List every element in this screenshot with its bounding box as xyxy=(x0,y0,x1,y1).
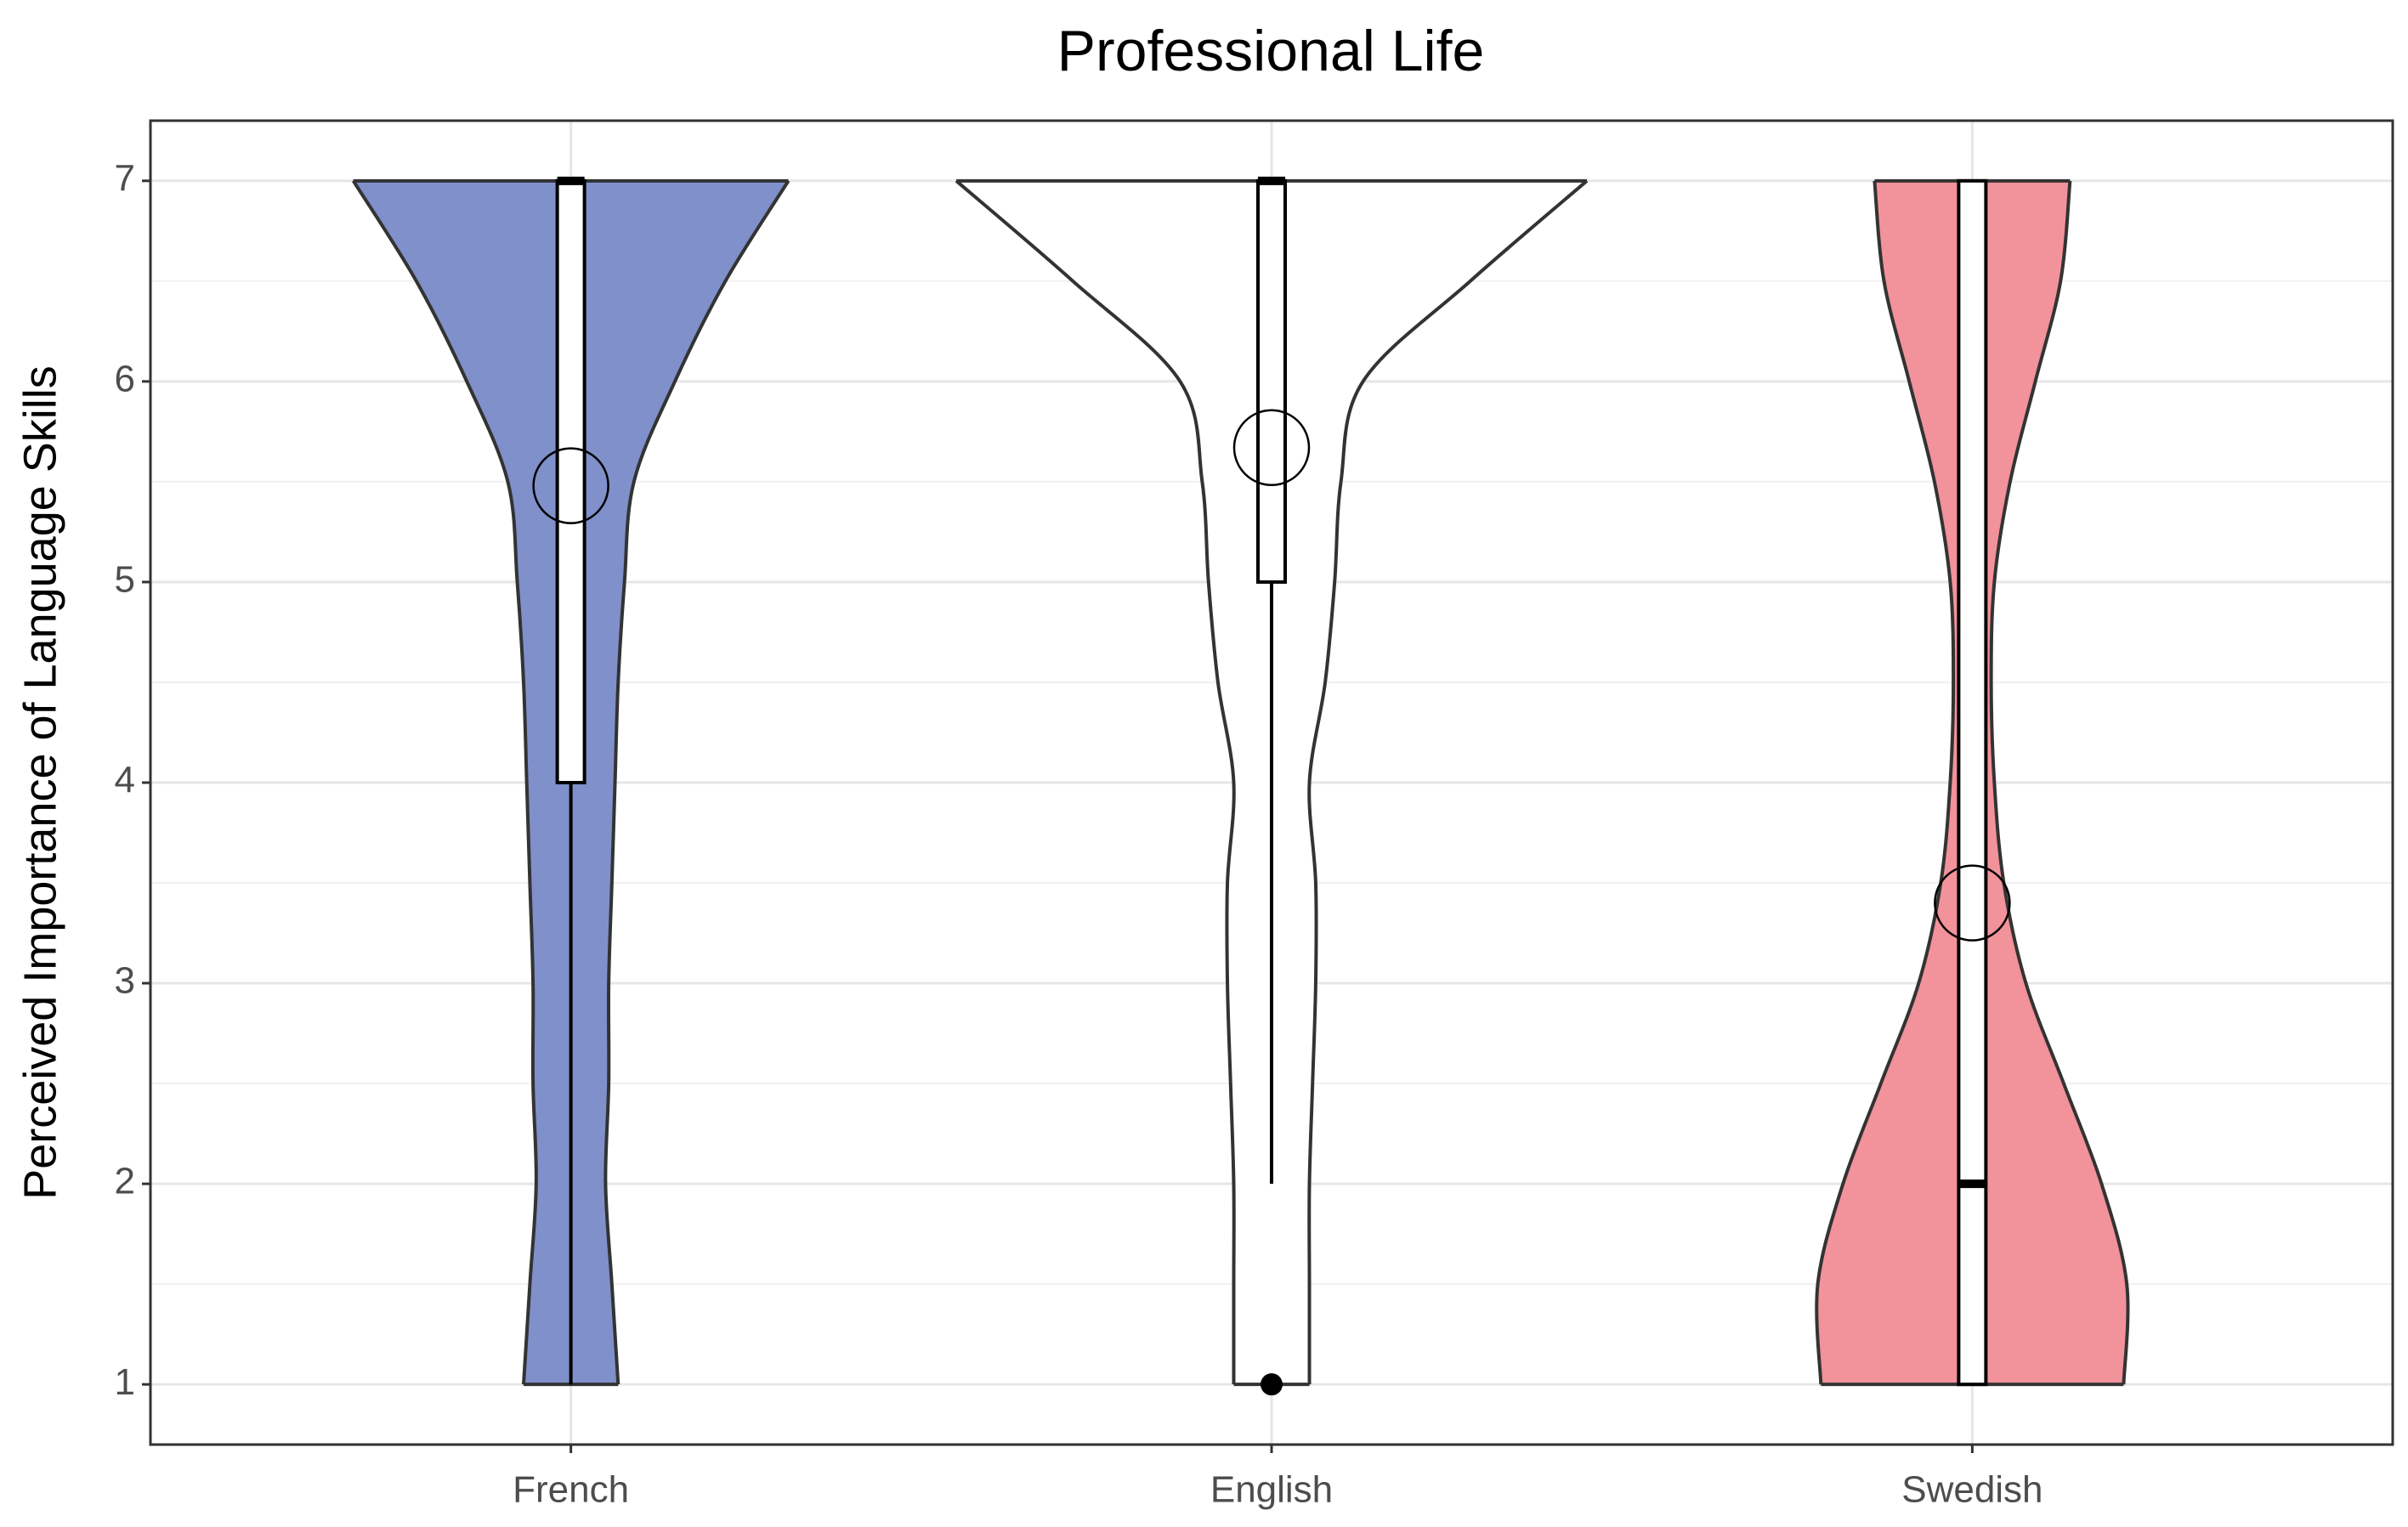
violin-outline-left xyxy=(955,179,1236,1385)
box xyxy=(1256,178,1287,584)
mean xyxy=(1934,864,2011,942)
violin-outline-right xyxy=(1307,179,1589,1385)
y-tick-label: 5 xyxy=(115,559,135,601)
y-tick-label: 2 xyxy=(115,1161,135,1202)
y-tick-label: 6 xyxy=(115,359,135,400)
box xyxy=(1957,178,1988,1387)
y-axis-label: Perceived Importance of Language Skills xyxy=(14,365,65,1200)
box xyxy=(555,178,586,784)
outlier xyxy=(1261,1373,1283,1396)
panel-border xyxy=(149,119,2394,1446)
y-tick-label: 3 xyxy=(115,960,135,1002)
chart-title: Professional Life xyxy=(1057,19,1485,83)
x-tick-label: English xyxy=(1210,1469,1333,1511)
mean xyxy=(1232,409,1311,487)
violin-outline-right xyxy=(603,179,790,1385)
violin-outline-left xyxy=(1815,180,1956,1385)
y-tick-label: 7 xyxy=(115,157,135,199)
mean xyxy=(532,447,609,524)
violin-outline-right xyxy=(1989,180,2130,1385)
y-tick-label: 1 xyxy=(115,1361,135,1403)
x-tick-label: French xyxy=(513,1469,629,1511)
x-tick-label: Swedish xyxy=(1901,1469,2043,1511)
y-tick-label: 4 xyxy=(115,760,135,801)
violin-outline-left xyxy=(351,179,538,1385)
